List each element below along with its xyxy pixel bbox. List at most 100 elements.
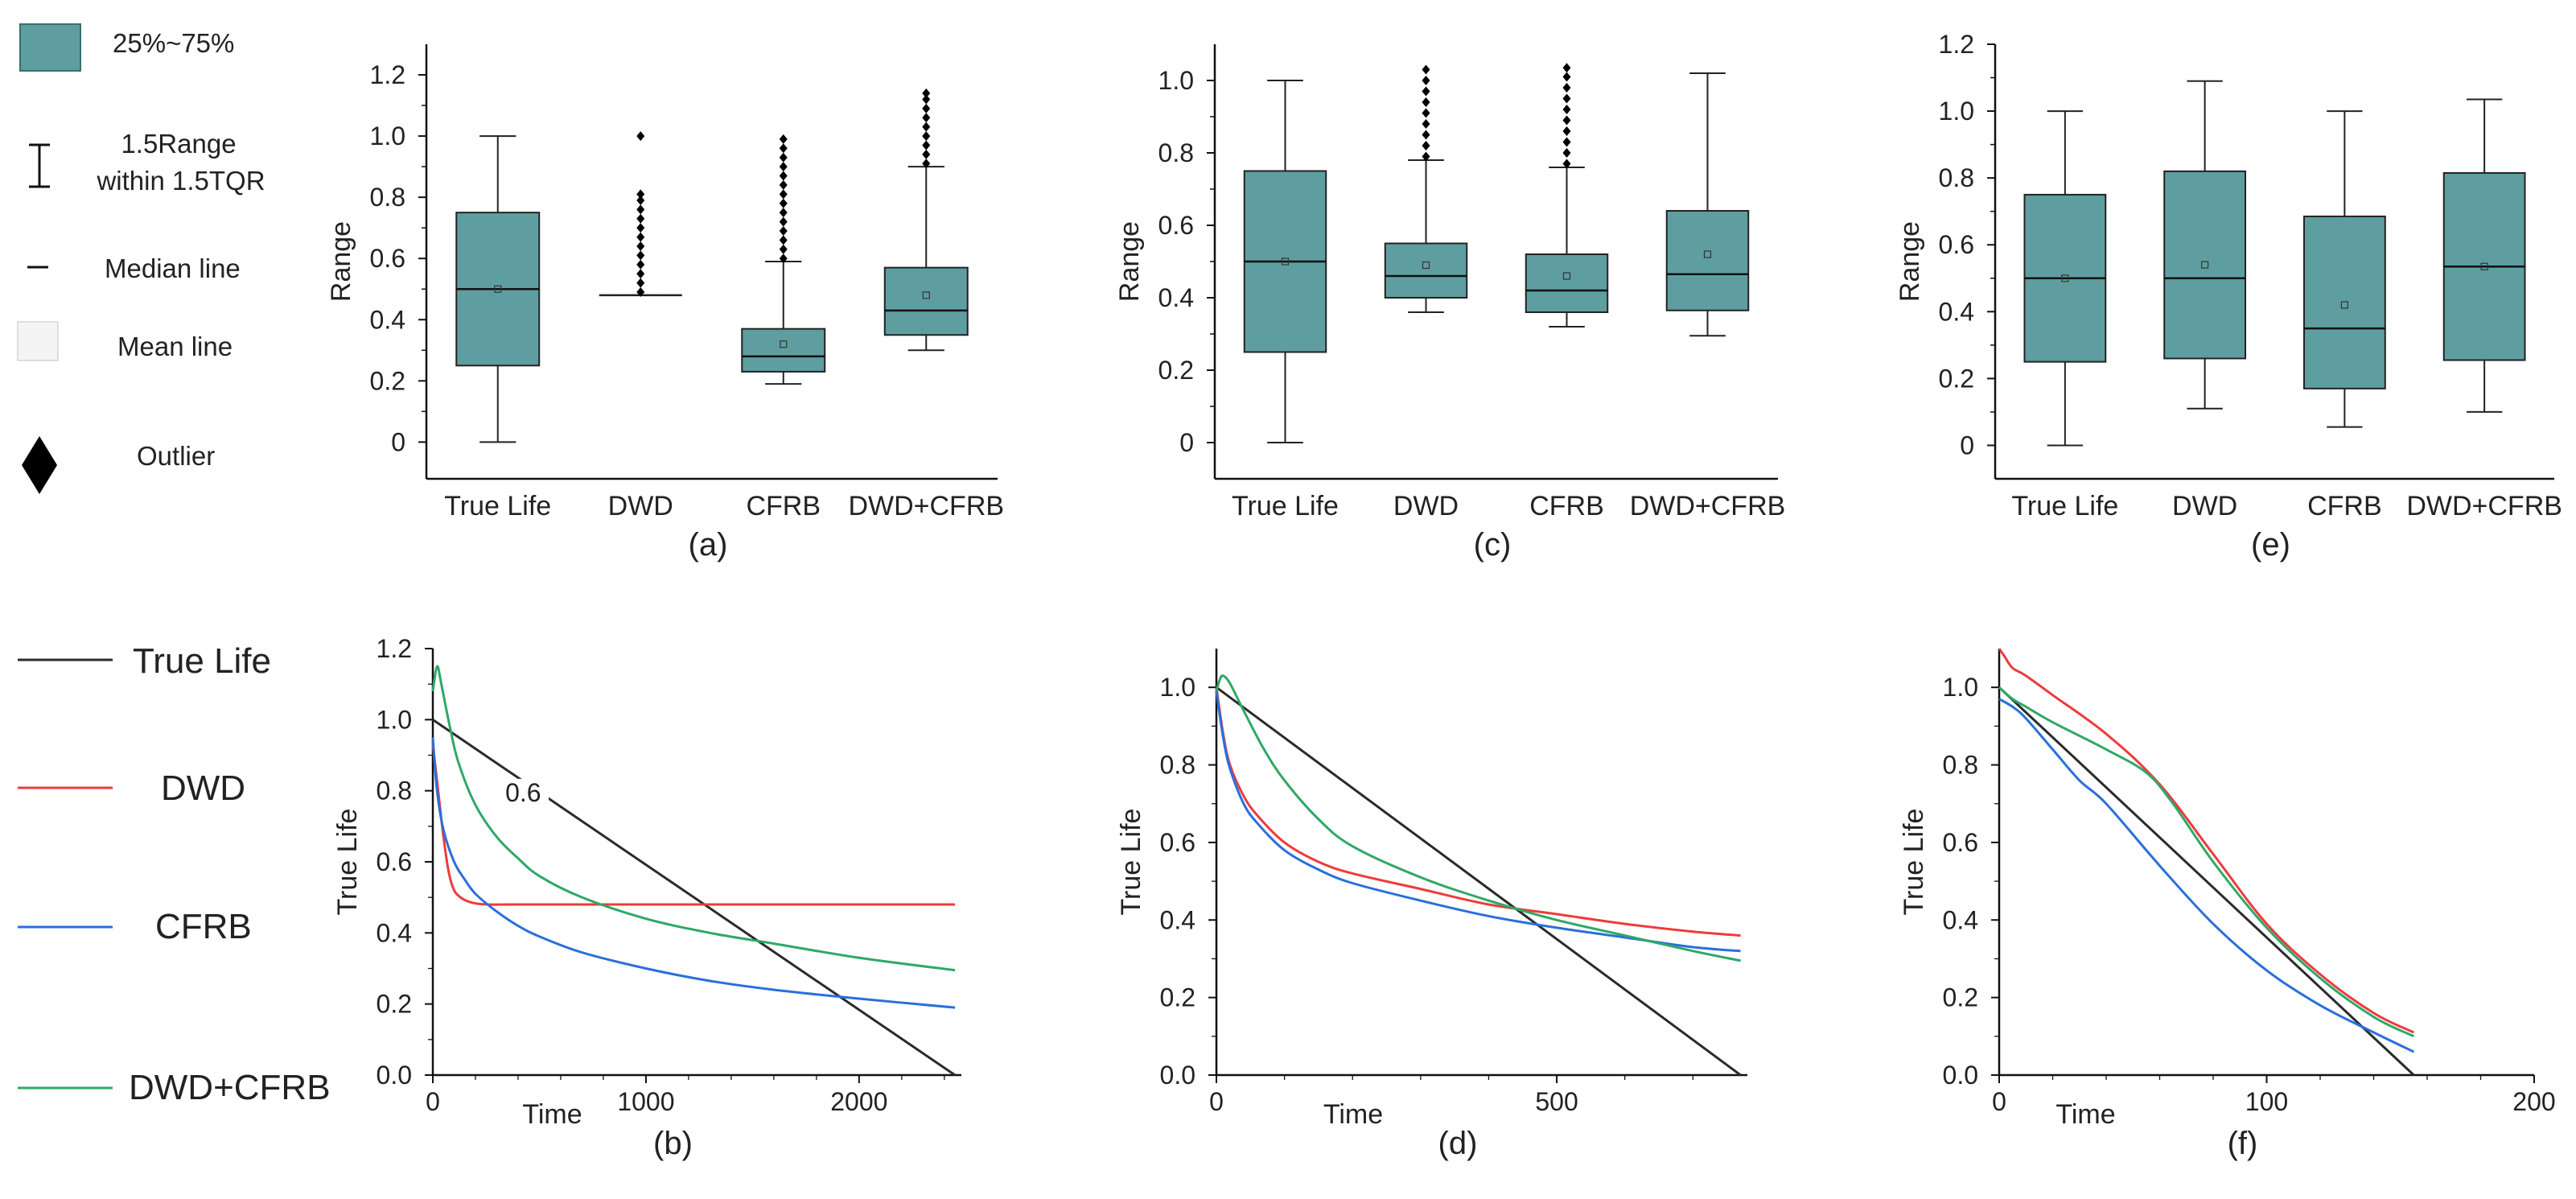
- legend-line-dwd-label: DWD: [161, 768, 245, 808]
- legend-outlier-label: Outlier: [137, 441, 215, 471]
- outlier-point: [922, 88, 931, 98]
- outlier-point: [636, 232, 645, 242]
- legend-outlier-icon: [22, 436, 57, 494]
- outlier-point: [779, 198, 788, 208]
- y-tick-label: 0.2: [370, 366, 405, 395]
- y-tick-label: 0.6: [1939, 230, 1974, 259]
- chart-d: 0.0 0.2 0.4 0.6 0.8 1.0 True Life 0 500 Time (d): [1116, 649, 1747, 1161]
- panel-label: (a): [689, 527, 728, 562]
- y-tick-label: 0.4: [1939, 297, 1974, 326]
- chart-b: 0.0 0.2 0.4 0.6 0.8 1.0 1.2 True Life 0 1000 2000 T…: [332, 634, 961, 1161]
- annotation-label: 0.6: [505, 778, 541, 807]
- outlier-point: [1422, 119, 1430, 129]
- outlier-point: [636, 204, 645, 215]
- outlier-point: [922, 122, 931, 132]
- chart-panels: 0 0.2 0.4 0.6 0.8 1.0 1.2 Range True Life DWD CFRB…: [326, 30, 2562, 1161]
- panel-label: (b): [653, 1126, 693, 1161]
- chart-f: 0.0 0.2 0.4 0.6 0.8 1.0 True Life 0 100 200 Time (f…: [1899, 648, 2556, 1161]
- x-tick-label: 0: [1992, 1087, 2006, 1116]
- y-tick-label: 0.2: [1939, 364, 1974, 393]
- outlier-point: [1562, 72, 1571, 82]
- y-tick-label: 0.6: [1943, 828, 1978, 857]
- iqr-box: [741, 328, 826, 373]
- iqr-box: [2163, 170, 2247, 360]
- y-axis-label: Range: [1114, 221, 1145, 302]
- y-tick-label: 0.0: [1160, 1061, 1195, 1090]
- chart-a: 0 0.2 0.4 0.6 0.8 1.0 1.2 Range True Life DWD CFRB…: [326, 44, 1004, 562]
- y-tick-label: 0.6: [1160, 828, 1195, 857]
- y-tick-label: 0.6: [370, 244, 405, 273]
- iqr-box: [2302, 215, 2386, 389]
- mean-marker: [494, 285, 502, 293]
- category-label: DWD: [1393, 491, 1459, 521]
- outlier-point: [779, 235, 788, 245]
- outlier-point: [1422, 130, 1430, 140]
- x-tick-label: 0: [1209, 1087, 1224, 1116]
- y-tick-label: 1.0: [1160, 673, 1195, 702]
- outlier-point: [1422, 86, 1430, 97]
- series-dwd-cfrb: [1215, 674, 1741, 962]
- y-tick-label: 0.4: [370, 305, 405, 334]
- x-axis-label: Time: [522, 1099, 582, 1130]
- box-3: [741, 134, 826, 385]
- y-tick-label: 0.8: [1160, 751, 1195, 780]
- box-4: [1665, 72, 1750, 337]
- mean-marker: [780, 340, 788, 348]
- series-dwd-cfrb: [431, 665, 956, 972]
- y-tick-label: 0.8: [1158, 138, 1194, 167]
- x-axis-label: Time: [2055, 1099, 2115, 1130]
- box-2: [1384, 64, 1468, 313]
- mean-marker: [922, 291, 930, 299]
- x-tick-label: 200: [2512, 1087, 2555, 1116]
- x-tick-label: 1000: [617, 1087, 674, 1116]
- outlier-point: [1562, 83, 1571, 93]
- outlier-point: [1422, 64, 1430, 75]
- iqr-box: [1665, 210, 1750, 311]
- legend-mean-label: Mean line: [117, 332, 232, 361]
- legend-box-label: 25%~75%: [113, 28, 234, 58]
- y-tick-label: 0.0: [1943, 1061, 1978, 1090]
- category-label: DWD+CFRB: [848, 491, 1004, 521]
- mean-marker: [1703, 250, 1712, 258]
- y-tick-label: 1.0: [1158, 66, 1194, 95]
- y-tick-label: 0.2: [1158, 356, 1194, 385]
- series-dwd: [431, 744, 956, 906]
- y-tick-label: 0.4: [1160, 905, 1195, 934]
- category-label: True Life: [2011, 491, 2118, 521]
- legend-line-dwd-cfrb-label: DWD+CFRB: [129, 1068, 331, 1107]
- outlier-point: [1562, 148, 1571, 158]
- y-tick-label: 1.2: [1939, 30, 1974, 59]
- series-true-life: [432, 719, 956, 1077]
- outlier-point: [1422, 141, 1430, 150]
- mean-marker: [1562, 272, 1571, 280]
- legend-line-true-life-label: True Life: [133, 641, 271, 681]
- outlier-point: [922, 103, 931, 113]
- outlier-point: [922, 94, 931, 105]
- outlier-point: [1562, 63, 1571, 73]
- outlier-point: [779, 179, 788, 190]
- series-cfrb: [1215, 690, 1741, 953]
- outlier-point: [636, 250, 645, 261]
- outlier-point: [636, 131, 645, 142]
- series-cfrb: [431, 737, 956, 1009]
- legend-whisker-label-2: within 1.5TQR: [96, 166, 265, 196]
- outlier-point: [779, 225, 788, 236]
- y-tick-label: 0.2: [1160, 983, 1195, 1012]
- outlier-point: [922, 113, 931, 123]
- y-axis-label: True Life: [1116, 809, 1146, 916]
- panel-label: (d): [1438, 1126, 1478, 1161]
- y-tick-label: 1.0: [377, 705, 412, 734]
- mean-marker: [2480, 262, 2488, 270]
- outlier-point: [1562, 137, 1571, 147]
- x-tick-label: 2000: [830, 1087, 887, 1116]
- y-tick-label: 0.8: [1943, 751, 1978, 780]
- mean-marker: [1422, 261, 1430, 270]
- y-tick-label: 0: [1960, 431, 1974, 459]
- iqr-box: [883, 266, 969, 336]
- outlier-point: [636, 195, 645, 205]
- outlier-point: [636, 269, 645, 279]
- y-tick-label: 0: [391, 427, 405, 456]
- y-tick-label: 0.6: [377, 847, 412, 876]
- category-label: True Life: [1232, 491, 1339, 521]
